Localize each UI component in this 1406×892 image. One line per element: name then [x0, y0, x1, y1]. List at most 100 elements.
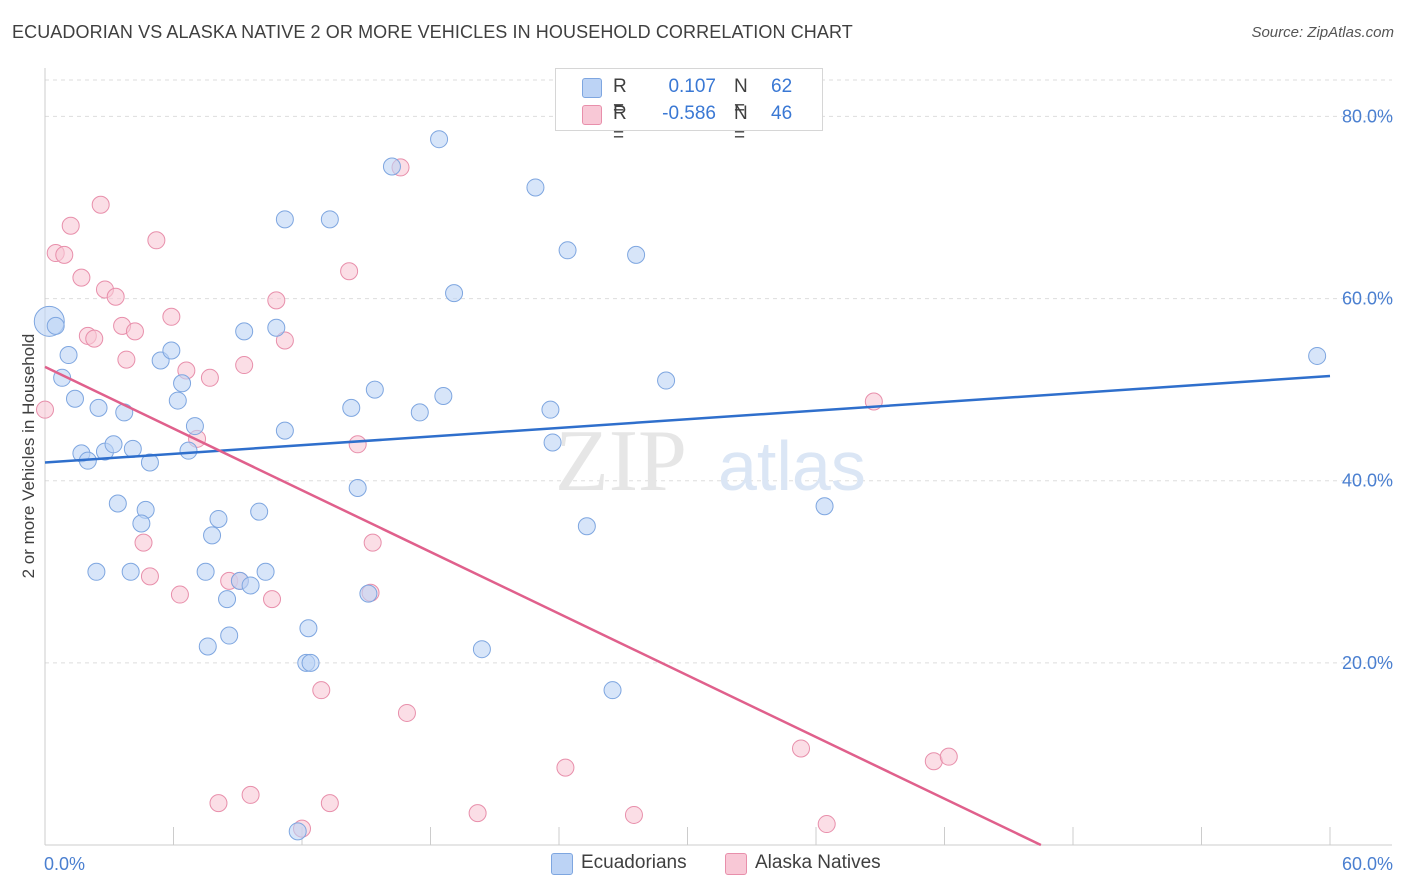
alaska-native-point — [320, 794, 339, 813]
ecuadorian-point — [320, 210, 339, 229]
blue-swatch — [582, 78, 602, 98]
legend-label-alaska-natives: Alaska Natives — [755, 852, 881, 873]
legend-n-value: 46 — [771, 103, 793, 124]
y-tick-label: 20.0% — [1342, 653, 1393, 673]
ecuadorian-point — [203, 526, 222, 545]
alaska-native-point — [85, 329, 104, 348]
ecuadorian-point — [185, 417, 204, 436]
y-tick-label: 40.0% — [1342, 471, 1393, 491]
ecuadorians-trend-line — [44, 374, 1331, 464]
ecuadorian-point — [123, 439, 142, 458]
alaska-native-point — [200, 368, 219, 387]
y-tick-label: 60.0% — [1342, 289, 1393, 309]
ecuadorian-point — [179, 441, 198, 460]
alaska-natives-trend-line — [44, 365, 1042, 847]
ecuadorian-point — [220, 626, 239, 645]
ecuadorian-point — [104, 435, 123, 454]
watermark-zip: ZIP — [555, 413, 687, 510]
alaska-native-point — [125, 322, 144, 341]
ecuadorian-point — [121, 562, 140, 581]
ecuadorian-point — [218, 590, 237, 609]
alaska-native-point — [397, 703, 416, 722]
ecuadorian-point — [445, 284, 464, 303]
ecuadorian-point — [348, 479, 367, 497]
x-tick-label: 0.0% — [44, 854, 85, 874]
ecuadorian-point — [168, 391, 187, 410]
ecuadorian-point — [46, 316, 65, 335]
legend-r-label: R = — [613, 76, 627, 119]
legend-r-value: 0.107 — [668, 76, 716, 97]
alaska-native-point — [117, 350, 136, 369]
ecuadorian-point — [342, 398, 361, 417]
ecuadorian-point — [365, 380, 384, 399]
alaska-native-point — [624, 805, 643, 824]
ecuadorian-point — [558, 241, 577, 260]
ecuadorian-point — [87, 562, 106, 581]
alaska-native-point — [147, 231, 166, 250]
alaska-native-point — [61, 216, 80, 235]
alaska-native-point — [162, 307, 181, 326]
ecuadorian-point — [59, 346, 78, 365]
ecuadorian-point — [235, 322, 254, 341]
ecuadorian-point — [267, 318, 286, 337]
alaska-native-point — [91, 195, 110, 214]
ecuadorian-point — [657, 371, 676, 390]
ecuadorian-point — [543, 433, 562, 452]
ecuadorian-point — [359, 584, 378, 603]
legend-n-label: N = — [734, 76, 748, 119]
y-tick-label: 80.0% — [1342, 106, 1393, 126]
ecuadorian-point — [196, 562, 215, 581]
ecuadorian-point — [382, 157, 401, 176]
alaska-native-point — [170, 585, 189, 604]
alaska-native-point — [348, 435, 367, 454]
ecuadorian-point — [198, 637, 217, 656]
chart-title: ECUADORIAN VS ALASKA NATIVE 2 OR MORE VE… — [12, 22, 853, 42]
ecuadorian-point — [577, 517, 596, 536]
pink-swatch — [725, 853, 747, 875]
watermark-atlas: atlas — [718, 427, 866, 505]
alaska-native-point — [263, 590, 282, 609]
alaska-native-point — [340, 262, 359, 281]
alaska-native-point — [106, 287, 125, 306]
ecuadorian-point — [288, 822, 307, 841]
alaska-native-point — [209, 794, 228, 813]
alaska-native-point — [817, 815, 836, 834]
alaska-native-point — [134, 533, 153, 552]
ecuadorian-point — [410, 403, 429, 422]
ecuadorian-point — [89, 398, 108, 417]
alaska-native-point — [55, 245, 74, 264]
ecuadorian-point — [526, 178, 545, 197]
pink-swatch — [582, 105, 602, 125]
alaska-native-point — [241, 785, 260, 804]
alaska-native-point — [36, 400, 54, 419]
ecuadorian-point — [541, 400, 560, 419]
axes — [44, 68, 1392, 846]
ecuadorian-point — [250, 502, 269, 521]
alaska-native-point — [792, 739, 811, 758]
alaska-native-point — [924, 752, 943, 771]
alaska-native-point — [72, 268, 91, 287]
correlation-legend: R = 0.107 N = 62 R = -0.586 N = 46 — [555, 68, 823, 146]
source-label: Source: ZipAtlas.com — [1251, 24, 1394, 41]
ecuadorian-point — [1308, 346, 1327, 365]
ecuadorian-point — [162, 341, 181, 360]
ecuadorian-point — [430, 130, 449, 149]
trend-lines — [44, 365, 1331, 847]
legend-label-ecuadorians: Ecuadorians — [581, 852, 687, 873]
alaska-native-point — [267, 291, 286, 310]
series-legend: Ecuadorians Alaska Natives — [0, 851, 1406, 877]
ecuadorian-point — [275, 210, 294, 229]
alaska-native-point — [363, 533, 382, 552]
legend-r-value: -0.586 — [662, 103, 716, 124]
ecuadorian-point — [140, 453, 159, 472]
blue-swatch — [551, 853, 573, 875]
alaska-native-point — [468, 804, 487, 823]
alaska-native-point — [556, 758, 575, 777]
legend-n-value: 62 — [771, 76, 793, 97]
ecuadorian-point — [65, 389, 84, 408]
ecuadorian-point — [173, 374, 192, 393]
ecuadorian-point — [603, 681, 622, 700]
ecuadorian-point — [301, 653, 320, 672]
ecuadorian-point — [275, 421, 294, 440]
